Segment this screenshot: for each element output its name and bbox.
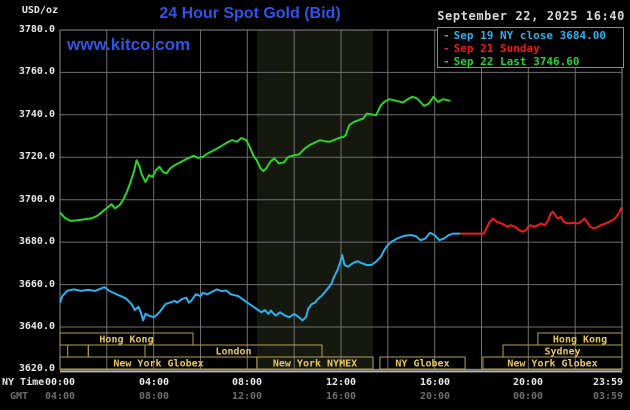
legend: - Sep 19 NY close 3684.00 - Sep 21 Sunday …	[437, 27, 624, 68]
legend-item-sep22: - Sep 22 Last 3746.60	[443, 55, 623, 68]
series-line-sep22	[59, 95, 451, 222]
session-box	[87, 344, 146, 358]
kitco-watermark-link[interactable]: www.kitco.com	[67, 35, 191, 54]
x-axis-name-ny-time: NY Time	[2, 377, 45, 388]
x-tick-label-secondary: 03:59	[592, 391, 624, 402]
legend-item-sep19: - Sep 19 NY close 3684.00	[443, 29, 623, 42]
session-label: NY Globex	[395, 359, 449, 370]
x-tick-label-secondary: 08:00	[138, 391, 170, 402]
legend-item-sep21: - Sep 21 Sunday	[443, 42, 623, 55]
x-tick-label-primary: 20:00	[512, 377, 544, 388]
legend-label: Sep 19 NY close 3684.00	[453, 29, 606, 42]
legend-dash-icon: -	[443, 55, 450, 68]
session-box	[256, 356, 374, 370]
session-label: New York Globex	[507, 359, 597, 370]
y-tick-label: 3780.0	[18, 24, 55, 35]
x-tick-label-secondary: 20:00	[419, 391, 451, 402]
page-title: 24 Hour Spot Gold (Bid)	[159, 5, 341, 22]
legend-label: Sep 22 Last 3746.60	[453, 55, 580, 68]
y-tick-label: 3760.0	[18, 66, 55, 77]
x-tick-label-primary: 23:59	[592, 377, 624, 388]
y-tick-label: 3620.0	[18, 363, 55, 374]
y-tick-label: 3660.0	[18, 279, 55, 290]
session-label: Sydney	[544, 347, 580, 358]
legend-dash-icon: -	[443, 42, 450, 55]
x-tick-label-primary: 16:00	[419, 377, 451, 388]
session-label: Hong Kong	[99, 335, 153, 346]
x-tick-label-primary: 04:00	[138, 377, 170, 388]
session-box	[379, 356, 466, 370]
y-tick-label: 3720.0	[18, 151, 55, 162]
series-line-sep19	[59, 231, 461, 322]
legend-dash-icon: -	[443, 29, 450, 42]
y-axis-units-label: USD/oz	[21, 5, 58, 16]
x-tick-label-primary: 12:00	[325, 377, 357, 388]
x-tick-label-primary: 00:00	[44, 377, 76, 388]
series-line-sep21	[460, 206, 623, 235]
x-tick-label-secondary: 00:00	[512, 391, 544, 402]
session-box	[482, 356, 623, 370]
y-tick-label: 3700.0	[18, 194, 55, 205]
y-tick-label: 3740.0	[18, 109, 55, 120]
x-tick-label-primary: 08:00	[231, 377, 263, 388]
legend-label: Sep 21 Sunday	[453, 42, 540, 55]
x-tick-label-secondary: 12:00	[231, 391, 263, 402]
session-label: Hong Kong	[553, 335, 607, 346]
y-tick-label: 3640.0	[18, 321, 55, 332]
x-axis-name-gmt: GMT	[10, 391, 29, 402]
chart-timestamp: September 22, 2025 16:40	[437, 9, 625, 23]
session-label: New York Globex	[113, 359, 203, 370]
x-tick-label-secondary: 04:00	[44, 391, 76, 402]
x-tick-label-secondary: 16:00	[325, 391, 357, 402]
session-box	[67, 344, 89, 358]
session-label: New York NYMEX	[273, 359, 357, 370]
y-tick-label: 3680.0	[18, 236, 55, 247]
session-label: London	[215, 347, 251, 358]
